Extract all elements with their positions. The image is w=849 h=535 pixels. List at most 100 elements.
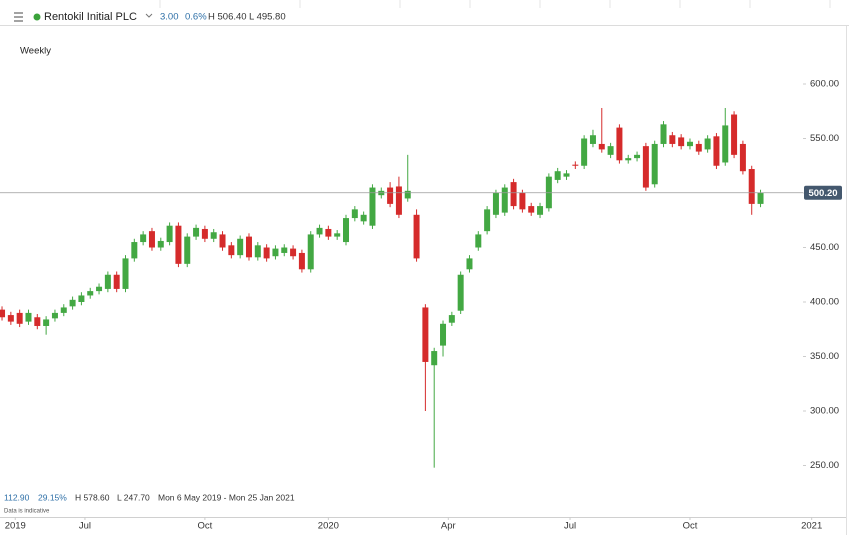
instrument-name[interactable]: Rentokil Initial PLC <box>44 11 137 23</box>
y-tick-label: 300.00 <box>810 406 839 417</box>
candle-body <box>731 114 738 155</box>
y-tick-label: 550.00 <box>810 133 839 144</box>
header-change: 3.00 <box>160 12 179 23</box>
menu-icon[interactable] <box>14 12 23 22</box>
candle-body <box>625 158 632 161</box>
x-tick-label: 2021 <box>801 521 822 532</box>
candle-body <box>307 234 314 270</box>
candle-body <box>96 286 103 292</box>
plot: 250.00300.00350.00400.00450.00500.00550.… <box>0 79 842 532</box>
candle-body <box>581 138 588 166</box>
candle-body <box>228 245 235 256</box>
y-tick-label: 350.00 <box>810 351 839 362</box>
candle-body <box>466 258 473 270</box>
candle-body <box>245 236 252 258</box>
candle-body <box>87 291 94 296</box>
candle-body <box>686 141 693 147</box>
header-change-pct: 0.6% <box>185 12 207 23</box>
candle-body <box>16 312 23 324</box>
candle-body <box>616 127 623 161</box>
x-tick-label: Oct <box>683 521 698 532</box>
candle-body <box>0 309 6 318</box>
candle-body <box>387 187 394 204</box>
candle-body <box>131 242 138 259</box>
footer-change-pct: 29.15% <box>38 492 67 502</box>
candle-body <box>572 164 579 166</box>
candle-body <box>7 315 14 322</box>
x-tick-label: 2020 <box>318 521 339 532</box>
candle-body <box>193 227 200 237</box>
candle-body <box>457 274 464 311</box>
candle-body <box>660 124 667 144</box>
y-tick-label: 250.00 <box>810 460 839 471</box>
candle-body <box>25 312 32 322</box>
candle-body <box>669 135 676 144</box>
candle-body <box>440 323 447 346</box>
candle-body <box>404 190 411 199</box>
candle-body <box>272 248 279 257</box>
candle-body <box>316 227 323 235</box>
candle-body <box>351 209 358 219</box>
x-tick-label: Oct <box>197 521 212 532</box>
candle-body <box>651 143 658 185</box>
candle-body <box>634 154 641 159</box>
x-tick-label: Jul <box>79 521 91 532</box>
footer-high: H 578.60 <box>75 492 110 502</box>
candle-body <box>484 209 491 232</box>
footer-range: Mon 6 May 2019 - Mon 25 Jan 2021 <box>158 492 295 502</box>
candle-body <box>69 299 76 307</box>
candle-body <box>757 193 764 204</box>
candle-body <box>140 234 147 243</box>
candle-body <box>122 258 129 289</box>
candle-body <box>704 138 711 150</box>
candle-body <box>281 247 288 253</box>
candle-body <box>104 274 111 289</box>
candle-body <box>51 312 58 319</box>
candle-body <box>210 232 217 239</box>
candle-body <box>448 315 455 323</box>
footer-note: Data is indicative <box>4 509 50 515</box>
header-dividers <box>159 0 831 8</box>
candle-body <box>642 146 649 188</box>
candle-body <box>607 146 614 155</box>
candle-body <box>739 143 746 172</box>
x-tick-label: Jul <box>564 521 576 532</box>
candle-body <box>563 173 570 177</box>
candle-body <box>219 234 226 248</box>
candle-body <box>360 214 367 222</box>
header-high: H 506.40 <box>208 12 247 23</box>
candle-body <box>510 182 517 207</box>
footer-change: 112.90 <box>4 492 30 502</box>
candle-body <box>184 236 191 264</box>
x-tick-label: Apr <box>441 521 456 532</box>
candle-body <box>589 135 596 144</box>
candle-body <box>713 136 720 166</box>
candle-body <box>157 240 164 248</box>
candle-body <box>290 248 297 257</box>
header-low: L 495.80 <box>249 12 286 23</box>
candle-body <box>528 206 535 213</box>
current-price-label: 500.20 <box>808 188 837 199</box>
x-tick-label: 2019 <box>5 521 26 532</box>
candle-body <box>166 225 173 243</box>
candle-body <box>334 233 341 237</box>
candle-body <box>695 143 702 152</box>
candle-body <box>254 245 261 258</box>
candle-body <box>492 193 499 215</box>
candle-body <box>722 125 729 163</box>
candle-body <box>395 186 402 215</box>
chart-title: Weekly <box>20 46 51 57</box>
candle-body <box>748 169 755 204</box>
candle-body <box>501 187 508 213</box>
candle-body <box>519 193 526 210</box>
footer-low: L 247.70 <box>117 492 150 502</box>
candle-body <box>78 295 85 302</box>
candle-body <box>60 307 67 313</box>
current-price-box <box>804 185 842 200</box>
candle-body <box>678 137 685 147</box>
candle-body <box>325 228 332 237</box>
dropdown-icon[interactable] <box>145 13 153 18</box>
candle-body <box>34 317 41 326</box>
